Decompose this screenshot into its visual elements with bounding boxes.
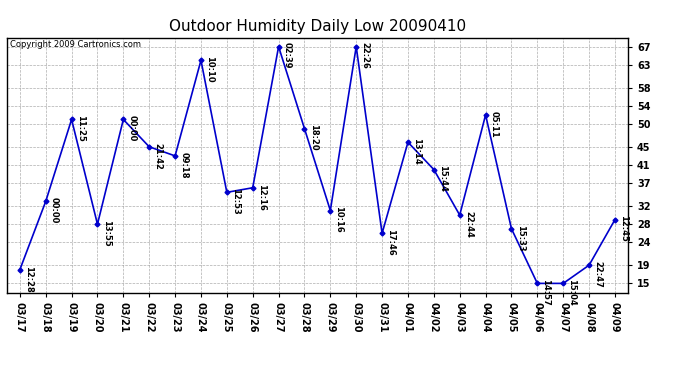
Text: 15:44: 15:44 — [438, 165, 447, 192]
Text: 00:00: 00:00 — [50, 197, 59, 223]
Text: Copyright 2009 Cartronics.com: Copyright 2009 Cartronics.com — [10, 40, 141, 49]
Text: 17:46: 17:46 — [386, 229, 395, 256]
Text: 12:45: 12:45 — [619, 216, 628, 242]
Text: 22:26: 22:26 — [360, 42, 369, 69]
Text: 22:44: 22:44 — [464, 211, 473, 238]
Text: 12:53: 12:53 — [231, 188, 240, 215]
Text: 05:11: 05:11 — [490, 111, 499, 138]
Text: 12:16: 12:16 — [257, 184, 266, 210]
Text: 15:33: 15:33 — [515, 225, 524, 251]
Text: 10:16: 10:16 — [335, 206, 344, 233]
Text: 13:14: 13:14 — [412, 138, 421, 165]
Text: 21:42: 21:42 — [153, 142, 162, 170]
Text: 15:04: 15:04 — [567, 279, 576, 306]
Text: 18:20: 18:20 — [308, 124, 317, 151]
Text: 13:55: 13:55 — [101, 220, 110, 247]
Text: 02:39: 02:39 — [283, 42, 292, 69]
Text: 22:47: 22:47 — [593, 261, 602, 288]
Text: 12:28: 12:28 — [24, 266, 33, 292]
Text: 10:10: 10:10 — [205, 56, 214, 83]
Text: 00:00: 00:00 — [128, 115, 137, 142]
Text: 09:18: 09:18 — [179, 152, 188, 178]
Text: 14:57: 14:57 — [542, 279, 551, 306]
Text: Outdoor Humidity Daily Low 20090410: Outdoor Humidity Daily Low 20090410 — [169, 19, 466, 34]
Text: 11:25: 11:25 — [76, 115, 85, 142]
